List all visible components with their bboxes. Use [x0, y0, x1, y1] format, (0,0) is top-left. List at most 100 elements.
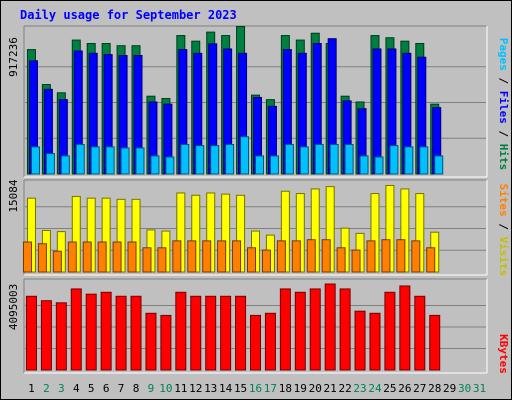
bar-pages-day-9	[150, 155, 160, 175]
day-label-12: 12	[189, 382, 202, 395]
day-label-22: 22	[338, 382, 351, 395]
day-label-1: 1	[28, 382, 35, 395]
bar-kbytes-day-2	[40, 300, 52, 371]
bar-pages-day-4	[75, 144, 85, 175]
day-label-5: 5	[88, 382, 95, 395]
bar-pages-day-5	[90, 146, 100, 175]
bar-kbytes-day-20	[309, 288, 321, 371]
bar-sites-day-19	[291, 240, 301, 273]
bar-kbytes-day-1	[25, 295, 37, 371]
bar-kbytes-day-11	[175, 291, 187, 371]
bar-pages-day-26	[404, 146, 414, 175]
bar-sites-day-26	[396, 239, 406, 273]
bar-pages-day-15	[240, 136, 250, 175]
day-label-2: 2	[43, 382, 50, 395]
bar-files-day-24	[372, 48, 382, 175]
bar-sites-day-24	[366, 240, 376, 273]
bar-pages-day-27	[419, 146, 429, 175]
bar-kbytes-day-22	[339, 288, 351, 371]
day-label-4: 4	[73, 382, 80, 395]
bar-sites-day-25	[381, 239, 391, 273]
day-label-8: 8	[133, 382, 140, 395]
pages-legend-label: Pages	[497, 38, 510, 71]
bar-sites-day-14	[217, 240, 227, 273]
bar-kbytes-day-6	[100, 291, 112, 371]
bar-pages-day-1	[30, 146, 40, 175]
bar-pages-day-20	[314, 144, 324, 175]
bar-sites-day-18	[276, 240, 286, 273]
bar-pages-day-13	[210, 145, 220, 175]
bar-sites-day-23	[351, 249, 361, 273]
bottom-panel-max-label: 4095003	[7, 284, 20, 330]
bar-sites-day-9	[142, 247, 152, 273]
bar-pages-day-6	[105, 146, 115, 175]
bar-sites-day-1	[22, 241, 32, 273]
bar-kbytes-day-28	[429, 314, 441, 371]
bar-pages-day-18	[284, 144, 294, 175]
day-label-19: 19	[294, 382, 307, 395]
day-label-7: 7	[118, 382, 125, 395]
bar-sites-day-15	[232, 240, 242, 273]
bar-kbytes-day-4	[70, 288, 82, 371]
bar-kbytes-day-3	[55, 302, 67, 371]
bar-pages-day-17	[269, 155, 279, 175]
bar-kbytes-day-27	[414, 295, 426, 371]
day-label-18: 18	[279, 382, 292, 395]
bar-kbytes-day-19	[294, 291, 306, 371]
day-label-27: 27	[413, 382, 426, 395]
bar-sites-day-28	[426, 247, 436, 273]
day-label-6: 6	[103, 382, 110, 395]
bar-pages-day-14	[225, 144, 235, 175]
top-panel-max-label: 917236	[7, 37, 20, 77]
day-label-25: 25	[383, 382, 396, 395]
bar-pages-day-23	[359, 155, 369, 175]
bar-pages-day-12	[195, 145, 205, 175]
day-label-13: 13	[204, 382, 217, 395]
day-label-16: 16	[249, 382, 262, 395]
bar-sites-day-2	[37, 243, 47, 273]
bar-kbytes-day-13	[205, 295, 217, 371]
bar-kbytes-day-25	[384, 291, 396, 371]
day-label-23: 23	[353, 382, 366, 395]
bar-pages-day-11	[180, 144, 190, 175]
middle-panel-axis-label: Sites / Visits	[497, 184, 510, 277]
bar-sites-day-12	[187, 240, 197, 273]
bar-sites-day-8	[127, 241, 137, 273]
bar-sites-day-11	[172, 240, 182, 273]
bar-kbytes-day-5	[85, 293, 97, 371]
bar-sites-day-20	[306, 239, 316, 273]
bottom-panel-axis-label: KBytes	[497, 334, 510, 374]
top-panel-axis-label: Pages / Files / Hits	[497, 38, 510, 171]
bar-sites-day-22	[336, 247, 346, 273]
bar-kbytes-day-17	[264, 312, 276, 371]
bar-pages-day-16	[255, 155, 264, 175]
day-label-14: 14	[219, 382, 233, 395]
visits-legend-label: Visits	[497, 237, 510, 277]
bar-kbytes-day-10	[160, 314, 172, 371]
bar-pages-day-2	[45, 153, 55, 175]
bar-sites-day-3	[52, 250, 62, 273]
bar-pages-day-22	[344, 144, 354, 175]
bar-sites-day-7	[112, 241, 122, 273]
files-legend-label: Files	[497, 91, 510, 124]
middle-panel-max-label: 15084	[7, 179, 20, 212]
bar-kbytes-day-9	[145, 312, 157, 371]
day-label-10: 10	[159, 382, 172, 395]
day-label-28: 28	[428, 382, 441, 395]
bar-sites-day-21	[321, 239, 331, 273]
day-label-31: 31	[473, 382, 486, 395]
hits-legend-label: Hits	[497, 144, 510, 171]
bar-kbytes-day-16	[250, 314, 261, 371]
bar-sites-day-4	[67, 241, 77, 273]
bar-sites-day-17	[261, 249, 271, 273]
bar-kbytes-day-18	[279, 288, 291, 371]
bar-pages-day-24	[374, 156, 384, 175]
bar-kbytes-day-26	[399, 285, 411, 371]
bar-sites-day-27	[411, 240, 421, 273]
bar-kbytes-day-12	[190, 295, 202, 371]
bar-sites-day-13	[202, 240, 212, 273]
day-label-15: 15	[234, 382, 247, 395]
bar-pages-day-25	[389, 145, 399, 175]
bar-pages-day-19	[299, 146, 309, 175]
